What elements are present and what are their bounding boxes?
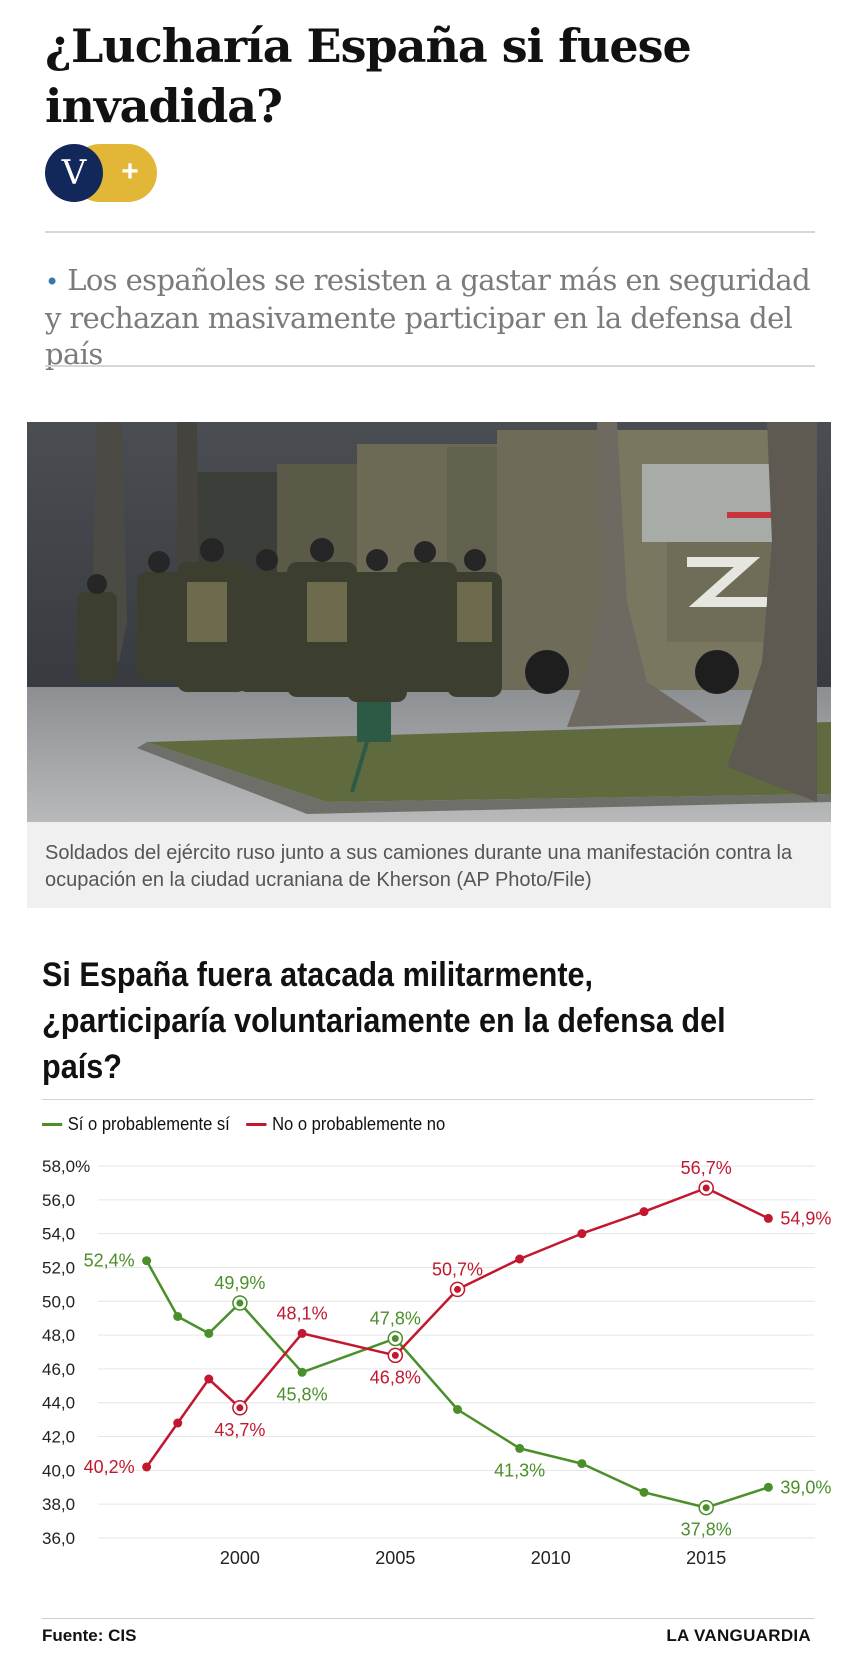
data-label: 39,0%	[780, 1477, 831, 1497]
data-label: 52,4%	[84, 1251, 135, 1271]
article-subtitle-text: Los españoles se resisten a gastar más e…	[45, 263, 811, 371]
x-tick-label: 2005	[375, 1548, 415, 1568]
data-point	[173, 1311, 183, 1321]
data-label: 48,1%	[277, 1303, 328, 1323]
data-point	[763, 1213, 773, 1223]
bullet-icon: •	[45, 268, 59, 296]
y-tick-label: 38,0	[42, 1495, 75, 1514]
data-point	[639, 1487, 649, 1497]
data-label: 46,8%	[370, 1367, 421, 1387]
data-point	[391, 1351, 399, 1359]
divider-bottom	[45, 365, 815, 367]
data-label: 40,2%	[84, 1457, 135, 1477]
legend-item-no: No o probablemente no	[246, 1114, 445, 1135]
y-tick-label: 54,0	[42, 1225, 75, 1244]
chart-legend: Sí o probablemente sí No o probablemente…	[42, 1112, 462, 1136]
data-point	[763, 1482, 773, 1492]
data-point	[391, 1334, 399, 1342]
data-point	[297, 1367, 307, 1377]
photo-caption: Soldados del ejército ruso junto a sus c…	[45, 842, 793, 891]
divider-top	[45, 231, 815, 233]
series-line-0	[145, 1260, 769, 1509]
chart-divider	[42, 1099, 814, 1100]
line-chart: 58,0% 56,0 54,0 52,0 50,0 48,0 46,0 44,0 42,0 40,…	[42, 1157, 831, 1568]
y-tick-label: 48,0	[42, 1326, 75, 1345]
data-point	[142, 1256, 152, 1266]
y-tick-label: 40,0	[42, 1461, 75, 1480]
legend-label-si: Sí o probablemente sí	[67, 1113, 230, 1134]
publisher-brand: LA VANGUARDIA	[666, 1626, 811, 1645]
legend-swatch-red	[246, 1122, 267, 1126]
x-tick-label: 2010	[531, 1548, 571, 1568]
y-tick-label: 56,0	[42, 1191, 75, 1210]
y-tick-label: 58,0%	[42, 1157, 90, 1176]
article-subtitle: • Los españoles se resisten a gastar más…	[45, 262, 820, 372]
data-label: 41,3%	[494, 1460, 545, 1480]
y-tick-label: 52,0	[42, 1258, 75, 1277]
footer-divider	[42, 1618, 814, 1619]
plus-icon: +	[121, 155, 139, 188]
data-point	[297, 1328, 307, 1338]
data-label: 54,9%	[780, 1208, 831, 1228]
legend-swatch-green	[42, 1122, 63, 1126]
y-tick-label: 46,0	[42, 1360, 75, 1379]
data-point	[639, 1207, 649, 1217]
premium-badge[interactable]: V +	[45, 144, 157, 202]
data-point	[515, 1254, 525, 1264]
legend-label-no: No o probablemente no	[272, 1113, 446, 1134]
data-point	[577, 1459, 587, 1469]
data-point	[454, 1285, 461, 1293]
data-label: 45,8%	[277, 1384, 328, 1404]
article-photo[interactable]	[27, 422, 831, 822]
data-label: 47,8%	[370, 1308, 421, 1328]
data-point	[204, 1328, 214, 1338]
y-tick-label: 50,0	[42, 1292, 75, 1311]
data-point	[453, 1404, 462, 1414]
data-label: 43,7%	[214, 1420, 265, 1440]
article-headline: ¿Lucharía España si fuese invadida?	[45, 19, 692, 133]
data-label: 50,7%	[432, 1259, 483, 1279]
data-point	[204, 1374, 214, 1384]
data-label: 37,8%	[681, 1520, 732, 1540]
photo-illustration	[27, 422, 831, 822]
data-point	[173, 1418, 183, 1428]
y-tick-label: 36,0	[42, 1529, 75, 1548]
data-label: 56,7%	[681, 1158, 732, 1178]
chart-title: Si España fuera atacada militarmente, ¿p…	[42, 956, 726, 1086]
chart-source: Fuente: CIS	[42, 1626, 137, 1645]
vanguardia-logo: V	[45, 144, 103, 202]
data-point	[142, 1462, 152, 1472]
y-tick-label: 42,0	[42, 1428, 75, 1447]
legend-item-si: Sí o probablemente sí	[42, 1114, 230, 1135]
data-point	[515, 1443, 525, 1453]
data-point	[702, 1184, 710, 1192]
data-point	[702, 1504, 710, 1512]
data-label: 49,9%	[214, 1273, 265, 1293]
x-tick-label: 2000	[220, 1548, 260, 1568]
data-point	[236, 1404, 244, 1412]
photo-caption-box: Soldados del ejército ruso junto a sus c…	[27, 822, 831, 908]
series-line-1	[145, 1186, 769, 1468]
x-tick-label: 2015	[686, 1548, 726, 1568]
data-point	[236, 1299, 244, 1307]
data-point	[577, 1229, 587, 1239]
y-tick-label: 44,0	[42, 1394, 75, 1413]
